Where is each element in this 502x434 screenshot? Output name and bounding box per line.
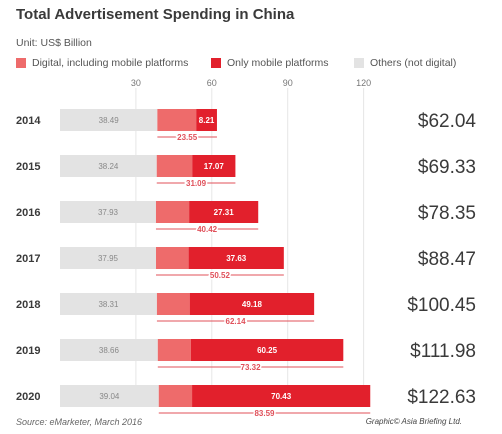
bar-others [60, 109, 158, 131]
legend-label-mobile: Only mobile platforms [227, 57, 329, 69]
bar-others [60, 339, 158, 361]
bar-mobile-label: 37.63 [226, 254, 247, 263]
total-value-label: $69.33 [418, 157, 476, 178]
x-tick-label: 90 [283, 78, 293, 88]
digital-total-label: 40.42 [197, 225, 218, 234]
bar-mobile-label: 27.31 [214, 208, 235, 217]
digital-total-label: 31.09 [186, 179, 207, 188]
bar-others [60, 385, 159, 407]
total-value-label: $111.98 [410, 341, 476, 362]
bar-digital [158, 385, 193, 407]
chart-legend: Digital, including mobile platforms Only… [16, 57, 486, 73]
total-value-label: $122.63 [407, 387, 476, 408]
bar-mobile [190, 339, 344, 361]
digital-total-label: 23.55 [177, 133, 198, 142]
bar-mobile-label: 49.18 [242, 300, 263, 309]
bar-digital [157, 339, 191, 361]
bar-others [60, 201, 156, 223]
digital-total-label: 50.52 [210, 271, 231, 280]
bar-others-label: 38.24 [98, 162, 119, 171]
y-category-label: 2016 [16, 207, 40, 219]
x-tick-label: 60 [207, 78, 217, 88]
y-category-label: 2015 [16, 161, 40, 173]
total-value-label: $62.04 [418, 111, 477, 132]
legend-label-digital: Digital, including mobile platforms [32, 57, 189, 69]
legend-item-others: Others (not digital) [354, 57, 456, 69]
x-tick-label: 120 [356, 78, 371, 88]
bar-others-label: 37.95 [98, 254, 119, 263]
bar-digital [155, 201, 190, 223]
bar-mobile [188, 247, 284, 269]
legend-label-others: Others (not digital) [370, 57, 457, 69]
y-category-label: 2018 [16, 299, 40, 311]
bar-mobile [189, 293, 315, 315]
legend-swatch-others [354, 58, 364, 68]
y-category-label: 2017 [16, 253, 40, 265]
legend-item-mobile: Only mobile platforms [211, 57, 329, 69]
digital-total-label: 62.14 [226, 317, 247, 326]
bar-digital [157, 109, 197, 131]
bar-digital [156, 247, 189, 269]
bar-others-label: 38.66 [99, 346, 120, 355]
x-tick-label: 30 [131, 78, 141, 88]
bar-mobile-label: 60.25 [257, 346, 278, 355]
bar-mobile [192, 155, 236, 177]
bar-mobile [192, 385, 371, 407]
bar-digital [156, 155, 193, 177]
total-value-label: $88.47 [418, 249, 476, 270]
chart-source: Source: eMarketer, March 2016 [16, 417, 143, 427]
digital-total-label: 83.59 [254, 409, 275, 418]
total-value-label: $78.35 [418, 203, 476, 224]
digital-total-label: 73.32 [241, 363, 262, 372]
bar-mobile [189, 201, 259, 223]
bar-mobile-label: 70.43 [271, 392, 292, 401]
y-category-label: 2020 [16, 391, 40, 403]
bar-others-label: 37.93 [98, 208, 119, 217]
bar-mobile-label: 8.21 [199, 116, 215, 125]
bar-mobile-label: 17.07 [204, 162, 225, 171]
y-category-label: 2019 [16, 345, 40, 357]
chart-title: Total Advertisement Spending in China [16, 6, 295, 23]
bar-others-label: 38.49 [99, 116, 120, 125]
bar-others-label: 38.31 [98, 300, 119, 309]
bar-others-label: 39.04 [99, 392, 120, 401]
total-value-label: $100.45 [407, 295, 476, 316]
y-category-label: 2014 [16, 115, 41, 127]
legend-swatch-digital [16, 58, 26, 68]
bar-others [60, 293, 157, 315]
bar-others [60, 247, 157, 269]
bar-mobile [196, 109, 217, 131]
bar-others [60, 155, 157, 177]
chart-credit: Graphic© Asia Briefing Ltd. [365, 417, 462, 426]
legend-swatch-mobile [211, 58, 221, 68]
bar-digital [156, 293, 190, 315]
chart-unit: Unit: US$ Billion [16, 37, 92, 49]
legend-item-digital: Digital, including mobile platforms [16, 57, 188, 69]
